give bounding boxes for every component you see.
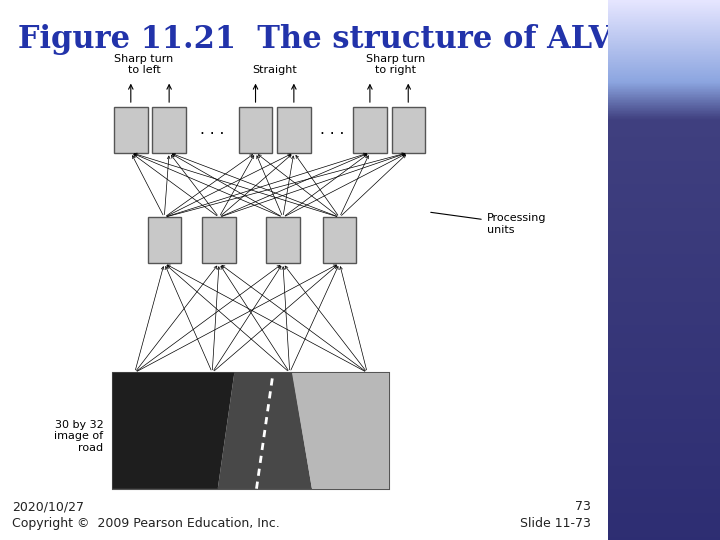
Bar xyxy=(392,107,425,152)
Polygon shape xyxy=(217,373,312,489)
Text: Processing
units: Processing units xyxy=(431,212,546,235)
Bar xyxy=(202,217,235,263)
Bar xyxy=(239,107,272,152)
Bar xyxy=(114,107,148,152)
Text: 30 by 32
image of
road: 30 by 32 image of road xyxy=(54,420,104,453)
Text: 2020/10/27
Copyright ©  2009 Pearson Education, Inc.: 2020/10/27 Copyright © 2009 Pearson Educ… xyxy=(12,500,280,530)
Bar xyxy=(112,373,390,489)
Bar xyxy=(323,217,356,263)
Text: . . .: . . . xyxy=(320,122,344,137)
Text: Sharp turn
to right: Sharp turn to right xyxy=(366,53,425,75)
Text: . . .: . . . xyxy=(200,122,225,137)
Bar xyxy=(277,107,310,152)
Polygon shape xyxy=(112,373,234,489)
Bar xyxy=(354,107,387,152)
Text: Figure 11.21  The structure of ALVINN: Figure 11.21 The structure of ALVINN xyxy=(18,24,683,55)
Bar xyxy=(266,217,300,263)
Bar xyxy=(148,217,181,263)
Text: 73
Slide 11-73: 73 Slide 11-73 xyxy=(520,500,590,530)
Text: Sharp turn
to left: Sharp turn to left xyxy=(114,53,174,75)
Bar xyxy=(153,107,186,152)
Text: Straight: Straight xyxy=(252,65,297,75)
Polygon shape xyxy=(292,373,390,489)
